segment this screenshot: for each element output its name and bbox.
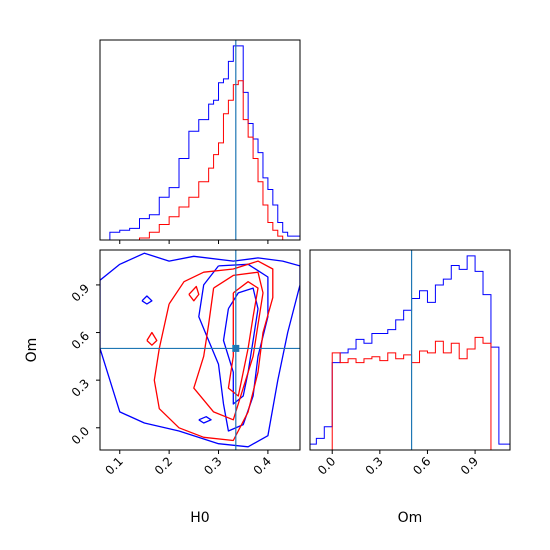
contour-line [153, 260, 274, 442]
histogram-step [100, 80, 300, 240]
h0-marginal-series [100, 40, 300, 240]
contour-line [188, 285, 200, 302]
contour-line [146, 331, 158, 346]
x-tick-label: 0.3 [201, 454, 224, 477]
contour-line [100, 252, 300, 448]
contour-line [198, 416, 212, 424]
x-tick-label: 0.6 [410, 454, 433, 477]
y-axis-label: Om [24, 338, 40, 363]
om-marginal-frame [309, 249, 511, 451]
y-tick-label: 0.9 [69, 281, 92, 304]
h0-marginal-frame [99, 39, 301, 241]
contour-series [100, 250, 300, 450]
truth-marker [232, 344, 240, 352]
x-tick-label: 0.0 [315, 454, 338, 477]
histogram-step [310, 336, 510, 450]
x-axis-label: H0 [190, 510, 209, 526]
y-tick-label: 0.6 [69, 329, 92, 352]
y-tick-label: 0.0 [69, 424, 92, 447]
y-tick-label: 0.3 [69, 376, 92, 399]
plot-layer: 0.1 0.2 0.3 0.4 0.0 0.3 0.6 0.9 H0 Om 0.0 0.3 0.6 0.9… [24, 39, 511, 526]
contour-line [193, 271, 264, 421]
x-tick-label: 0.1 [102, 454, 125, 477]
contour-line [141, 295, 153, 305]
contour-frame [99, 249, 301, 451]
x-tick-label: 0.3 [363, 454, 386, 477]
x-axis-label: Om [398, 510, 423, 526]
x-tick-label: 0.2 [152, 454, 175, 477]
x-tick-label: 0.4 [251, 454, 274, 477]
om-marginal-series [310, 250, 510, 450]
x-tick-label: 0.9 [458, 454, 481, 477]
histogram-step [100, 45, 300, 240]
